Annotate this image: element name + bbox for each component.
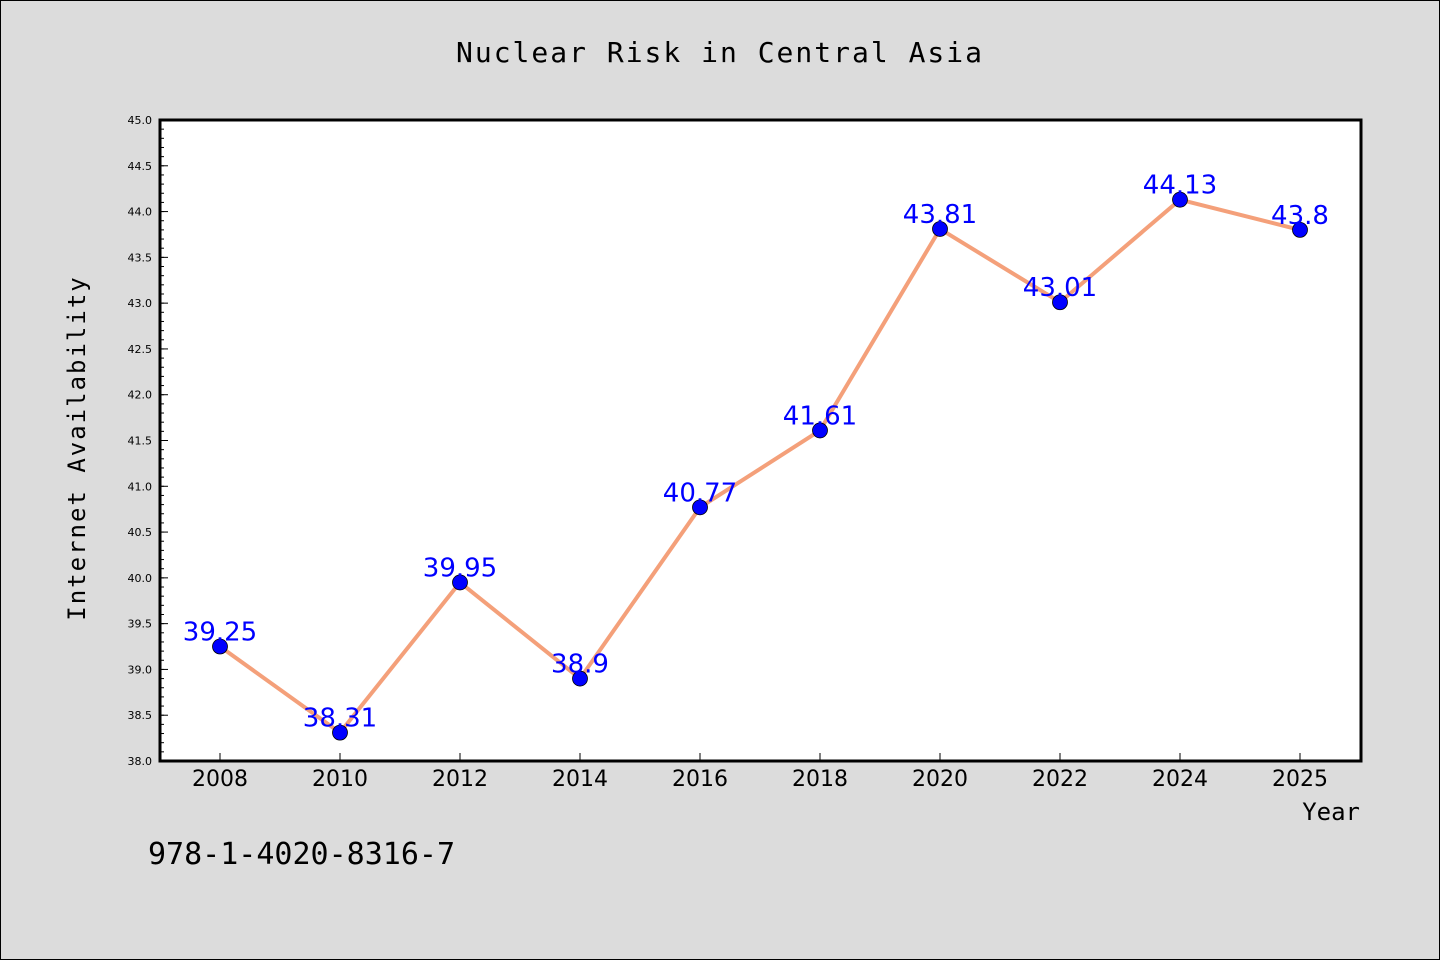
x-tick-label: 2020 (912, 767, 968, 792)
x-tick-label: 2014 (552, 767, 608, 792)
data-point (1172, 191, 1188, 208)
y-tick-label: 40.5 (128, 526, 153, 539)
data-point (332, 724, 348, 741)
y-tick-label: 42.0 (128, 389, 153, 402)
y-tick-label: 41.5 (128, 435, 153, 448)
data-label: 43.8 (1271, 201, 1329, 231)
data-point (692, 499, 708, 516)
y-tick-label: 45.0 (128, 114, 153, 127)
data-point (1052, 294, 1068, 311)
y-tick-label: 44.0 (128, 206, 153, 219)
data-label: 40.77 (663, 478, 737, 508)
x-tick-label: 2024 (1152, 767, 1208, 792)
data-point (572, 670, 588, 687)
figure-caption: 978-1-4020-8316-7 (148, 837, 455, 872)
y-tick-label: 41.0 (128, 480, 153, 493)
data-point (452, 574, 468, 591)
y-tick-label: 42.5 (128, 343, 153, 356)
plot-border (158, 118, 1363, 763)
x-tick-label: 2012 (432, 767, 488, 792)
data-point (1292, 221, 1308, 238)
series-line (218, 197, 1302, 735)
y-tick-label: 38.0 (128, 755, 153, 768)
y-tick-label: 40.0 (128, 572, 153, 585)
x-tick-label: 2022 (1032, 767, 1088, 792)
data-label: 38.31 (303, 704, 377, 734)
x-axis-label: Year (1302, 798, 1360, 826)
x-axis: 2008 2010 2012 2014 2016 2018 2020 2022 2024 2025 (192, 753, 1328, 792)
y-axis-label: Internet Availability (63, 275, 91, 620)
series-group: 39.25 38.31 39.95 38.9 40.77 41.61 43.81 43.01 4… (183, 171, 1329, 741)
y-tick-label: 38.5 (128, 709, 153, 722)
data-label: 38.9 (551, 650, 609, 680)
x-tick-label: 2016 (672, 767, 728, 792)
plot-area (160, 120, 1361, 761)
data-point (812, 422, 828, 439)
data-label: 43.01 (1023, 273, 1097, 303)
data-label: 43.81 (903, 200, 977, 230)
data-point (932, 221, 948, 237)
data-label: 41.61 (783, 401, 857, 431)
data-point (212, 638, 228, 655)
y-tick-label: 44.5 (128, 160, 153, 173)
chart-title: Nuclear Risk in Central Asia (456, 36, 984, 69)
x-tick-label: 2025 (1272, 767, 1328, 792)
data-label: 39.25 (183, 618, 257, 648)
y-tick-label: 39.5 (128, 618, 153, 631)
x-tick-label: 2018 (792, 767, 848, 792)
data-label: 39.95 (423, 553, 497, 583)
x-tick-label: 2010 (312, 767, 368, 792)
x-tick-label: 2008 (192, 767, 248, 792)
y-tick-label: 43.5 (128, 251, 153, 264)
data-label: 44.13 (1143, 171, 1217, 201)
y-tick-label: 43.0 (128, 297, 153, 310)
y-tick-label: 39.0 (128, 663, 153, 676)
